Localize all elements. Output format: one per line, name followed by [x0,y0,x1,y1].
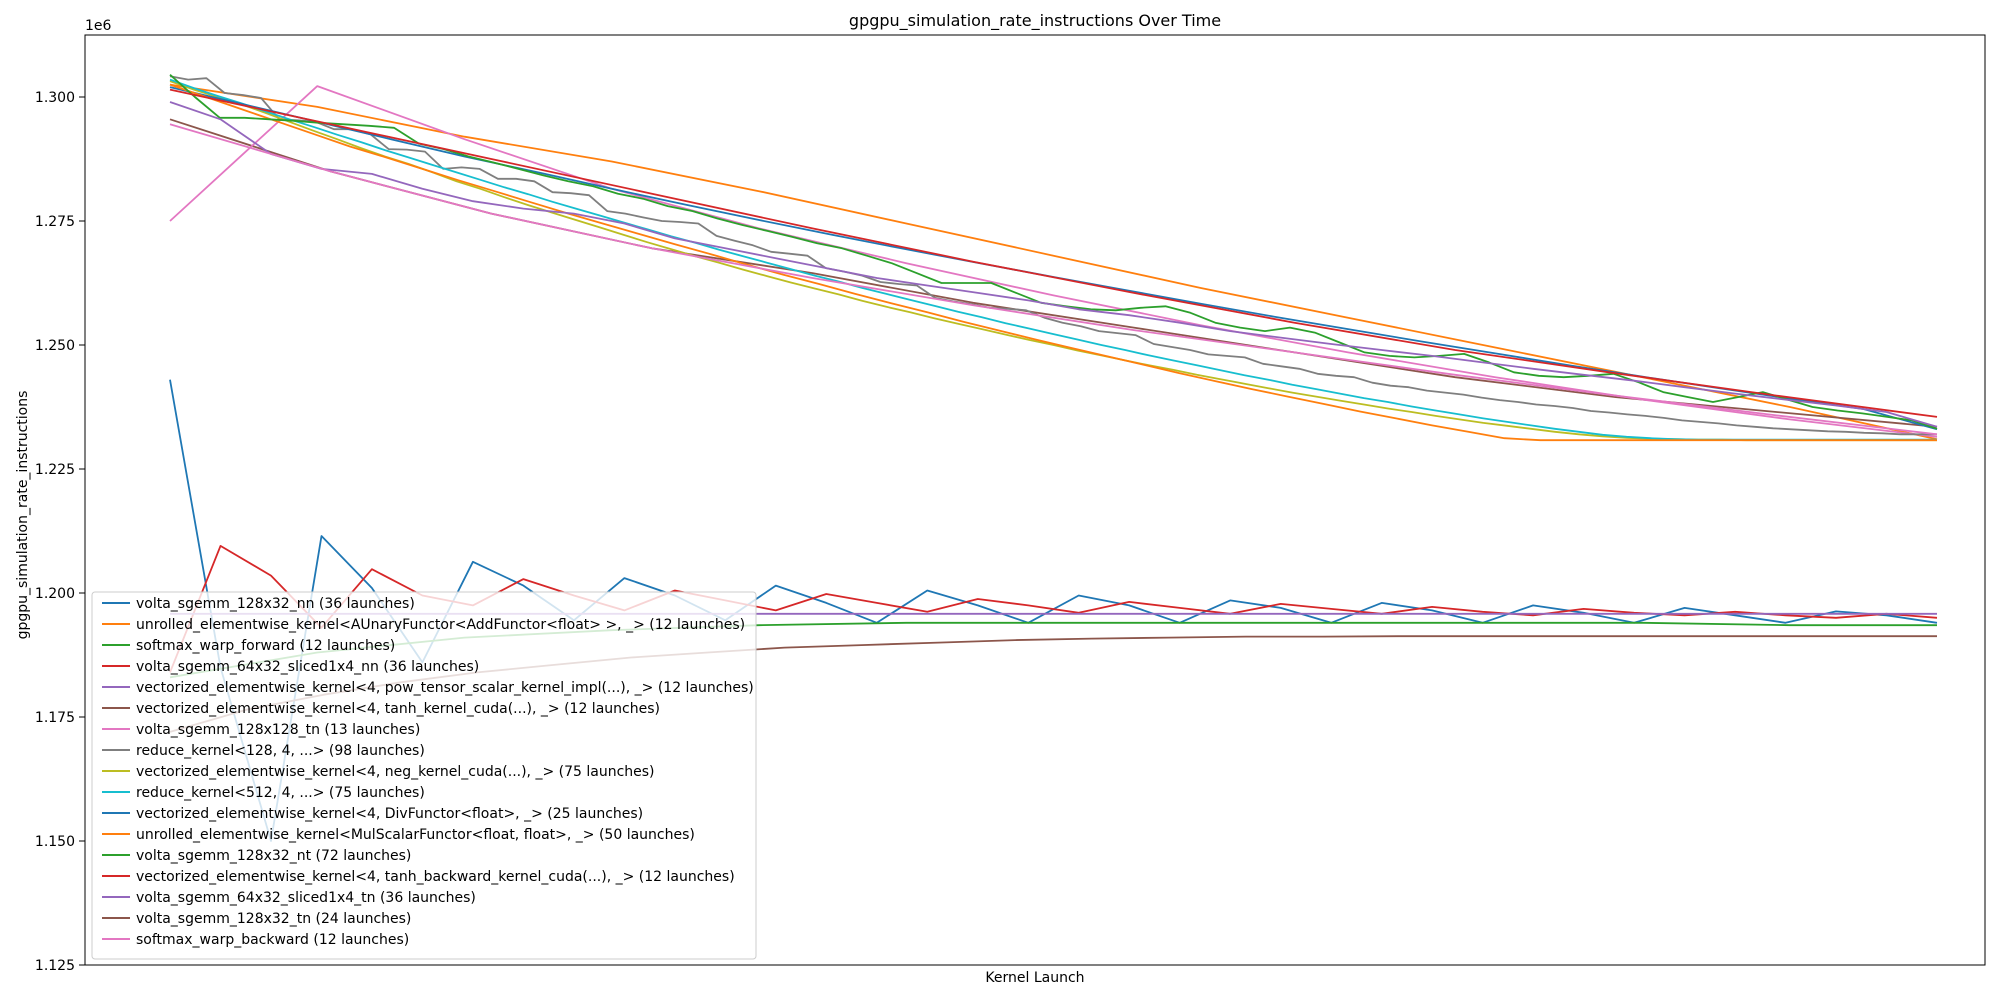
legend-label: vectorized_elementwise_kernel<4, pow_ten… [136,680,754,696]
legend: volta_sgemm_128x32_nn (36 launches) unrol… [91,591,757,960]
legend-label: softmax_warp_forward (12 launches) [136,638,395,654]
y-tick-label: 1.275 [35,214,75,230]
series-line-9 [169,78,1937,441]
series-line-13 [169,88,1938,418]
legend-label: vectorized_elementwise_kernel<4, DivFunc… [136,806,643,822]
series-line-6 [169,85,1938,438]
y-tick-label: 1.300 [35,90,75,106]
legend-label: volta_sgemm_128x32_nt (72 launches) [136,848,411,864]
chart-title: gpgpu_simulation_rate_instructions Over … [849,11,1221,31]
y-tick-label: 1.150 [35,834,75,850]
legend-label: unrolled_elementwise_kernel<AUnaryFuncto… [136,617,745,633]
legend-label: reduce_kernel<128, 4, ...> (98 launches) [136,743,425,759]
series-line-11 [169,83,1937,442]
legend-box [91,591,757,960]
legend-label: unrolled_elementwise_kernel<MulScalarFun… [136,827,695,843]
series-line-16 [169,123,1938,436]
y-axis-label: gpgpu_simulation_rate_instructions [15,391,31,640]
series-line-14 [169,101,1938,428]
legend-label: volta_sgemm_64x32_sliced1x4_tn (36 launc… [136,890,476,906]
y-axis-offset-label: 1e6 [85,18,112,34]
legend-label: vectorized_elementwise_kernel<4, tanh_ke… [136,701,660,717]
series-line-10 [169,86,1938,431]
y-tick-label: 1.175 [35,710,75,726]
legend-label: volta_sgemm_128x32_tn (24 launches) [136,911,411,927]
y-tick-label: 1.125 [35,958,75,974]
y-axis-ticks: 1.125 1.150 1.175 1.200 1.225 1.250 1.275 1.300 [35,90,85,974]
legend-label: softmax_warp_backward (12 launches) [136,932,409,948]
y-tick-label: 1.225 [35,462,75,478]
x-axis-label: Kernel Launch [985,970,1084,986]
series-line-7 [169,75,1937,436]
legend-label: volta_sgemm_64x32_sliced1x4_nn (36 launc… [136,659,479,675]
legend-label: vectorized_elementwise_kernel<4, tanh_ba… [136,869,735,885]
plot-frame [84,34,1986,966]
y-tick-label: 1.200 [35,586,75,602]
y-tick-label: 1.250 [35,338,75,354]
legend-label: volta_sgemm_128x32_nn (36 launches) [136,596,415,612]
legend-label: vectorized_elementwise_kernel<4, neg_ker… [136,764,655,780]
legend-label: volta_sgemm_128x128_tn (13 launches) [136,722,420,738]
legend-label: reduce_kernel<512, 4, ...> (75 launches) [136,785,425,801]
